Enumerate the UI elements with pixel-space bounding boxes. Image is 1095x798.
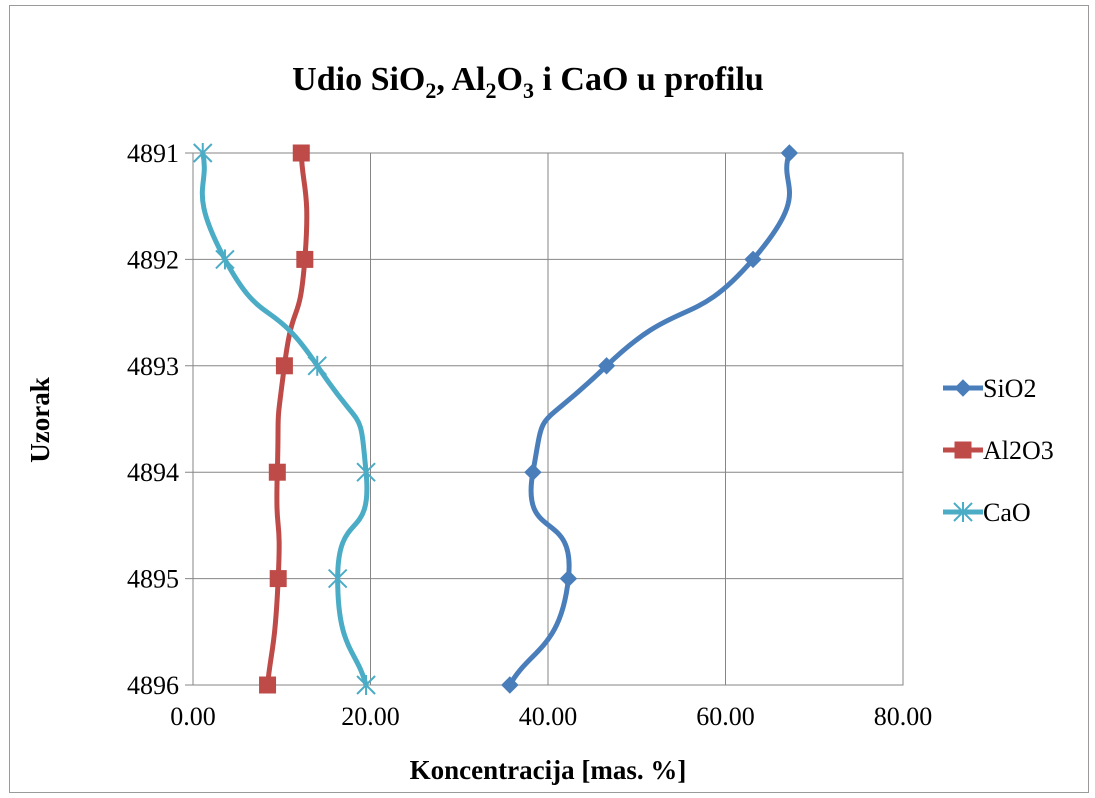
y-tick-label: 4896 — [127, 671, 179, 700]
data-point-cao — [215, 249, 235, 270]
chart-frame — [9, 5, 1089, 793]
title-text: Udio SiO — [292, 61, 425, 98]
data-point-sio2 — [524, 463, 542, 481]
x-tick-label: 80.00 — [874, 702, 933, 731]
y-tick-label: 4891 — [127, 139, 179, 168]
y-tick-label: 4894 — [127, 458, 179, 487]
data-point-sio2 — [744, 250, 762, 269]
title-text: i CaO u profilu — [534, 61, 764, 98]
legend-marker-cao — [953, 502, 973, 522]
title-subscript: 2 — [486, 78, 497, 103]
chart-title: Udio SiO2, Al2O3 i CaO u profilu — [292, 61, 764, 103]
data-point-cao — [327, 568, 348, 589]
legend-marker-sio2 — [954, 379, 972, 397]
data-point-al2o3 — [296, 250, 314, 268]
data-point-sio2 — [597, 357, 616, 375]
grid-lines — [185, 152, 904, 686]
data-point-al2o3 — [275, 357, 293, 375]
x-tick-labels: 0.00 20.00 40.00 60.00 80.00 — [170, 702, 932, 731]
legend-label: Al2O3 — [983, 436, 1054, 465]
y-tick-label: 4893 — [127, 352, 179, 381]
data-point-cao — [356, 462, 376, 483]
x-axis-title: Koncentracija [mas. %] — [410, 755, 687, 785]
series-line-cao — [199, 150, 370, 688]
data-point-cao — [307, 355, 327, 376]
legend-label: CaO — [983, 498, 1031, 527]
x-tick-label: 0.00 — [170, 702, 216, 731]
y-tick-labels: 4891 4892 4893 4894 4895 4896 — [127, 139, 179, 700]
data-point-sio2 — [501, 676, 519, 694]
data-point-al2o3 — [268, 463, 286, 481]
y-axis-title: Uzorak — [25, 377, 55, 462]
series-line-al2o3 — [265, 150, 310, 688]
data-point-cao — [193, 143, 213, 163]
y-tick-label: 4895 — [127, 565, 179, 594]
y-tick-label: 4892 — [127, 245, 179, 274]
legend-label: SiO2 — [983, 374, 1036, 403]
series-line-sio2 — [507, 150, 792, 688]
title-text: , Al — [436, 61, 485, 98]
title-text: O — [497, 61, 523, 98]
title-subscript: 2 — [425, 78, 436, 103]
data-point-cao — [356, 675, 376, 695]
x-tick-label: 60.00 — [696, 702, 755, 731]
series-lines — [199, 150, 792, 688]
data-point-sio2 — [559, 569, 578, 588]
x-tick-label: 20.00 — [341, 702, 400, 731]
legend-marker-al2o3 — [954, 441, 972, 459]
series-markers — [193, 143, 799, 695]
data-point-sio2 — [780, 144, 799, 162]
data-point-al2o3 — [259, 676, 277, 694]
data-point-al2o3 — [269, 570, 287, 588]
legend: SiO2 Al2O3 CaO — [943, 374, 1054, 527]
data-point-al2o3 — [292, 144, 310, 162]
x-tick-label: 40.00 — [519, 702, 578, 731]
title-subscript: 3 — [523, 78, 534, 103]
